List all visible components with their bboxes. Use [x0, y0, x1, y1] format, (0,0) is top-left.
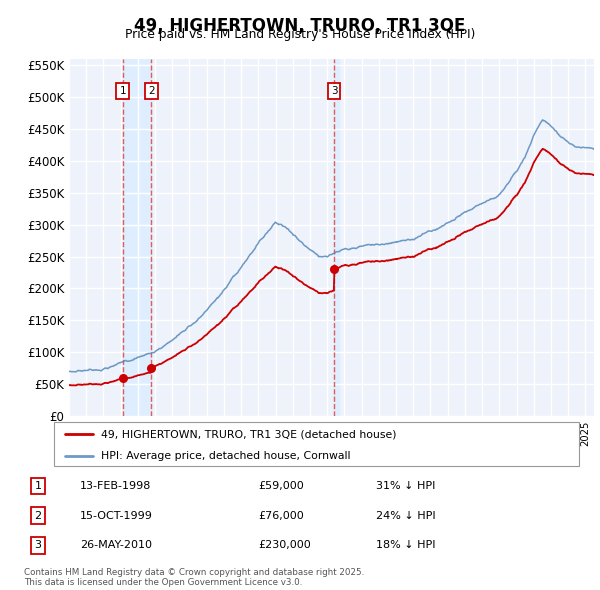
Text: 2: 2: [148, 86, 155, 96]
Bar: [334, 59, 339, 416]
Text: 15-OCT-1999: 15-OCT-1999: [80, 510, 152, 520]
Text: 26-MAY-2010: 26-MAY-2010: [80, 540, 152, 550]
Text: HPI: Average price, detached house, Cornwall: HPI: Average price, detached house, Corn…: [101, 451, 351, 461]
Text: 3: 3: [34, 540, 41, 550]
Text: Contains HM Land Registry data © Crown copyright and database right 2025.
This d: Contains HM Land Registry data © Crown c…: [24, 568, 364, 587]
Text: Price paid vs. HM Land Registry's House Price Index (HPI): Price paid vs. HM Land Registry's House …: [125, 28, 475, 41]
Text: 49, HIGHERTOWN, TRURO, TR1 3QE (detached house): 49, HIGHERTOWN, TRURO, TR1 3QE (detached…: [101, 430, 397, 439]
Text: 49, HIGHERTOWN, TRURO, TR1 3QE: 49, HIGHERTOWN, TRURO, TR1 3QE: [134, 17, 466, 35]
Text: 13-FEB-1998: 13-FEB-1998: [80, 481, 151, 491]
Text: 1: 1: [119, 86, 126, 96]
Text: £76,000: £76,000: [259, 510, 304, 520]
Text: 3: 3: [331, 86, 337, 96]
Text: 31% ↓ HPI: 31% ↓ HPI: [376, 481, 435, 491]
FancyBboxPatch shape: [54, 422, 579, 466]
Text: 18% ↓ HPI: 18% ↓ HPI: [376, 540, 435, 550]
Bar: [123, 59, 151, 416]
Text: £59,000: £59,000: [259, 481, 304, 491]
Text: 1: 1: [34, 481, 41, 491]
Text: £230,000: £230,000: [259, 540, 311, 550]
Text: 2: 2: [34, 510, 41, 520]
Text: 24% ↓ HPI: 24% ↓ HPI: [376, 510, 435, 520]
